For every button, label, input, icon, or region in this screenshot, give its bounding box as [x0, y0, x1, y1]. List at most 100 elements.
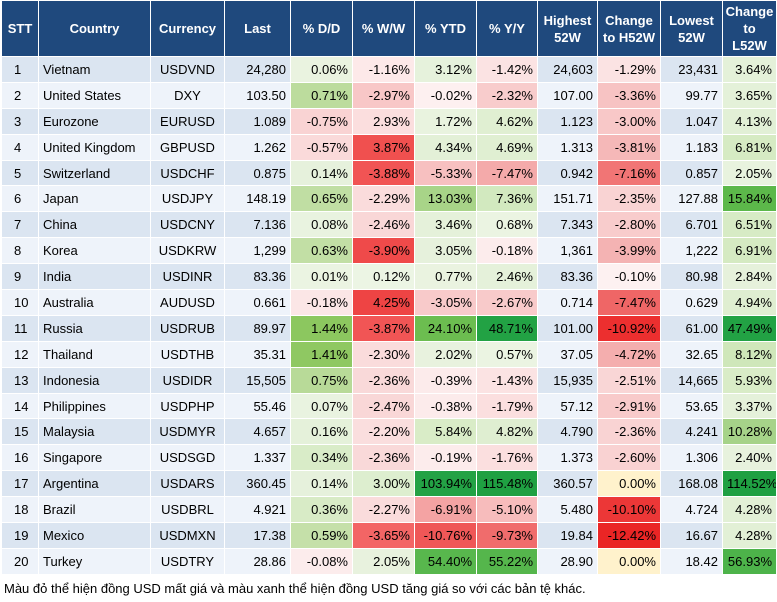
high-52w-cell: 0.942	[537, 159, 598, 187]
dd-cell: 1.41%	[290, 340, 353, 368]
currency-cell: USDCHF	[150, 159, 225, 187]
ytd-cell: 0.77%	[414, 263, 477, 291]
last-cell: 0.875	[224, 159, 291, 187]
high-52w-cell: 24,603	[537, 56, 598, 83]
ww-cell: -2.27%	[352, 496, 415, 524]
column-header: Last	[224, 0, 291, 57]
last-cell: 83.36	[224, 263, 291, 291]
last-cell: 15,505	[224, 366, 291, 394]
column-header: Currency	[150, 0, 225, 57]
dd-cell: 0.06%	[290, 56, 353, 83]
last-cell: 28.86	[224, 547, 291, 575]
low-52w-cell: 4.241	[660, 418, 723, 446]
row-number: 8	[1, 237, 39, 265]
last-cell: 55.46	[224, 392, 291, 420]
table-row: 15 Malaysia USDMYR 4.657 0.16% -2.20% 5.84% 4.8…	[1, 418, 777, 446]
change-h52w-cell: -3.99%	[597, 237, 661, 265]
change-h52w-cell: -2.51%	[597, 366, 661, 394]
column-header: Highest 52W	[537, 0, 598, 57]
column-header: % W/W	[352, 0, 415, 57]
high-52w-cell: 37.05	[537, 340, 598, 368]
ww-cell: 4.25%	[352, 289, 415, 316]
high-52w-cell: 1,361	[537, 237, 598, 265]
yy-cell: 0.68%	[476, 211, 538, 239]
yy-cell: 2.46%	[476, 263, 538, 291]
ytd-cell: -6.91%	[414, 496, 477, 524]
low-52w-cell: 14,665	[660, 366, 723, 394]
currency-cell: USDKRW	[150, 237, 225, 265]
change-h52w-cell: -7.47%	[597, 289, 661, 316]
table-row: 3 Eurozone EURUSD 1.089 -0.75% 2.93% 1.72% 4.62…	[1, 107, 777, 135]
ytd-cell: -0.19%	[414, 444, 477, 472]
ww-cell: -3.87%	[352, 314, 415, 342]
change-l52w-cell: 6.51%	[722, 211, 777, 239]
change-l52w-cell: 2.05%	[722, 159, 777, 187]
dd-cell: 0.75%	[290, 366, 353, 394]
change-l52w-cell: 8.12%	[722, 340, 777, 368]
ytd-cell: 103.94%	[414, 470, 477, 498]
change-l52w-cell: 4.28%	[722, 522, 777, 549]
change-h52w-cell: 0.00%	[597, 547, 661, 575]
high-52w-cell: 57.12	[537, 392, 598, 420]
dd-cell: 0.14%	[290, 470, 353, 498]
change-h52w-cell: -2.35%	[597, 185, 661, 213]
change-l52w-cell: 3.64%	[722, 56, 777, 83]
dd-cell: 0.14%	[290, 159, 353, 187]
change-l52w-cell: 15.84%	[722, 185, 777, 213]
ww-cell: 2.93%	[352, 107, 415, 135]
ww-cell: -2.46%	[352, 211, 415, 239]
column-header: % D/D	[290, 0, 353, 57]
last-cell: 24,280	[224, 56, 291, 83]
table-row: 10 Australia AUDUSD 0.661 -0.18% 4.25% -3.05% -…	[1, 289, 777, 316]
last-cell: 1,299	[224, 237, 291, 265]
ww-cell: -3.65%	[352, 522, 415, 549]
country-cell: Eurozone	[38, 107, 151, 135]
ww-cell: -2.20%	[352, 418, 415, 446]
change-h52w-cell: -10.10%	[597, 496, 661, 524]
row-number: 2	[1, 81, 39, 109]
change-h52w-cell: -2.60%	[597, 444, 661, 472]
last-cell: 360.45	[224, 470, 291, 498]
low-52w-cell: 99.77	[660, 81, 723, 109]
country-cell: Mexico	[38, 522, 151, 549]
ytd-cell: 2.02%	[414, 340, 477, 368]
country-cell: United States	[38, 81, 151, 109]
row-number: 17	[1, 470, 39, 498]
currency-cell: USDSGD	[150, 444, 225, 472]
row-number: 9	[1, 263, 39, 291]
ww-cell: -2.36%	[352, 444, 415, 472]
column-header: Change to H52W	[597, 0, 661, 57]
column-header: Change to L52W	[722, 0, 777, 57]
change-h52w-cell: 0.00%	[597, 470, 661, 498]
currency-cell: GBPUSD	[150, 133, 225, 161]
low-52w-cell: 1.047	[660, 107, 723, 135]
country-cell: China	[38, 211, 151, 239]
low-52w-cell: 127.88	[660, 185, 723, 213]
low-52w-cell: 168.08	[660, 470, 723, 498]
table-row: 8 Korea USDKRW 1,299 0.63% -3.90% 3.05% -0.18% 1…	[1, 237, 777, 265]
yy-cell: 4.82%	[476, 418, 538, 446]
low-52w-cell: 32.65	[660, 340, 723, 368]
ww-cell: -2.47%	[352, 392, 415, 420]
row-number: 13	[1, 366, 39, 394]
change-l52w-cell: 6.91%	[722, 237, 777, 265]
change-h52w-cell: -2.91%	[597, 392, 661, 420]
ytd-cell: -0.02%	[414, 81, 477, 109]
dd-cell: 0.59%	[290, 522, 353, 549]
last-cell: 103.50	[224, 81, 291, 109]
yy-cell: 4.69%	[476, 133, 538, 161]
low-52w-cell: 6.701	[660, 211, 723, 239]
row-number: 5	[1, 159, 39, 187]
table-header: STT Country Currency Last% D/D% W/W% YTD% Y…	[1, 0, 777, 57]
row-number: 14	[1, 392, 39, 420]
high-52w-cell: 1.123	[537, 107, 598, 135]
high-52w-cell: 83.36	[537, 263, 598, 291]
table-row: 1 Vietnam USDVND 24,280 0.06% -1.16% 3.12% -1.4…	[1, 56, 777, 83]
country-cell: Japan	[38, 185, 151, 213]
currency-cell: USDINR	[150, 263, 225, 291]
ytd-cell: -0.38%	[414, 392, 477, 420]
last-cell: 1.089	[224, 107, 291, 135]
row-number: 18	[1, 496, 39, 524]
ww-cell: -3.88%	[352, 159, 415, 187]
country-cell: Korea	[38, 237, 151, 265]
